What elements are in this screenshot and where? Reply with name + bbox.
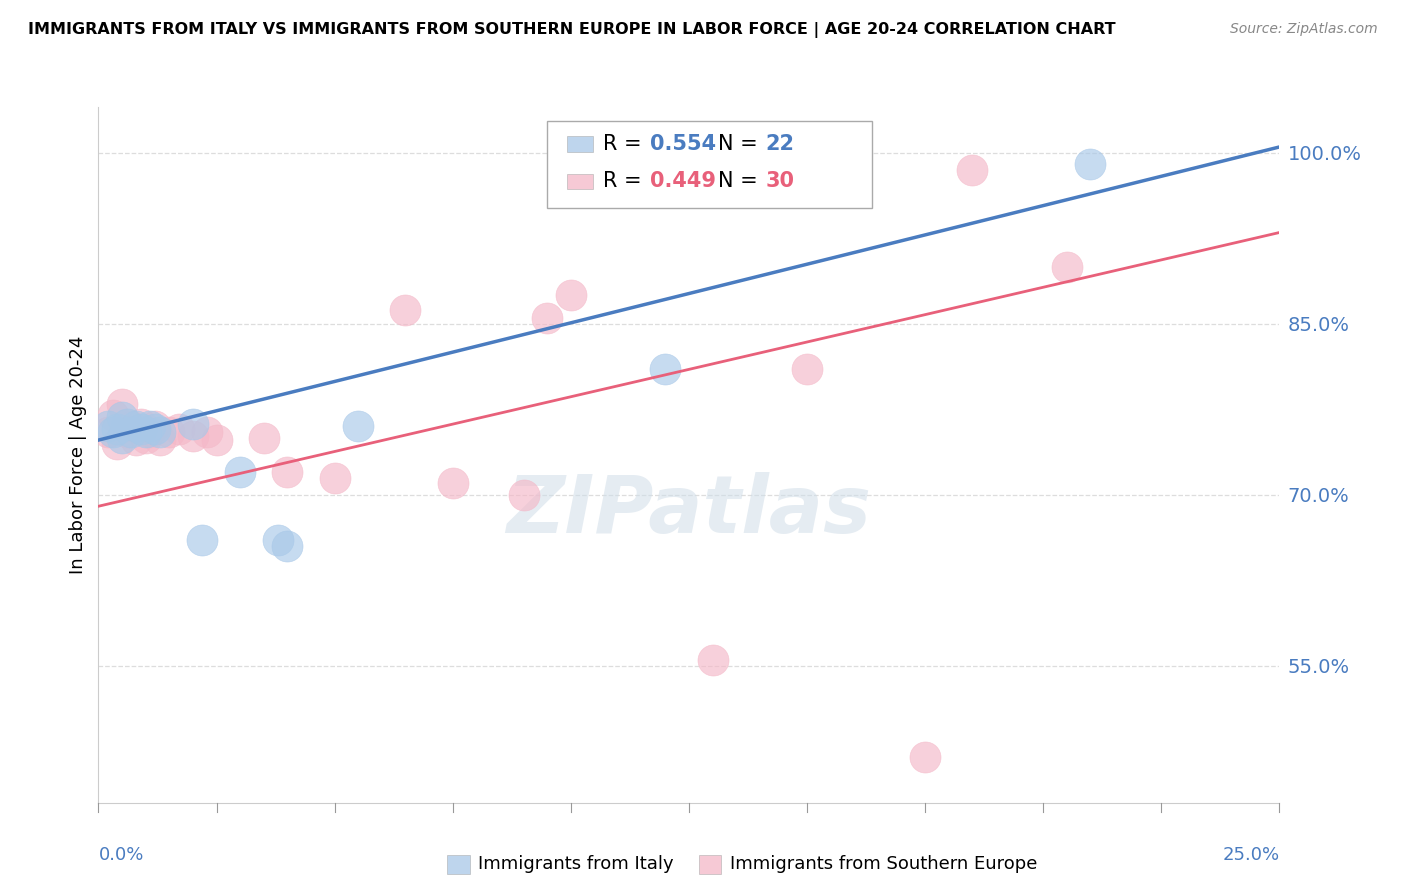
Point <box>111 410 134 425</box>
Point <box>105 436 128 450</box>
Point <box>347 419 370 434</box>
Point <box>129 417 152 431</box>
Point <box>191 533 214 548</box>
Point <box>149 433 172 447</box>
Bar <box>567 136 593 152</box>
Text: 30: 30 <box>766 171 794 192</box>
Text: 25.0%: 25.0% <box>1222 847 1279 864</box>
Point <box>195 425 218 439</box>
Point <box>121 425 143 439</box>
Point <box>796 362 818 376</box>
Text: ZIPatlas: ZIPatlas <box>506 472 872 549</box>
Point <box>844 162 866 177</box>
Point <box>97 425 120 439</box>
Point <box>560 288 582 302</box>
Point <box>143 422 166 436</box>
Point <box>135 425 157 439</box>
Point <box>129 422 152 436</box>
Point <box>125 419 148 434</box>
Text: Immigrants from Italy: Immigrants from Italy <box>478 855 673 873</box>
Point <box>167 422 190 436</box>
Point <box>205 433 228 447</box>
Point <box>536 311 558 326</box>
Point <box>115 417 138 431</box>
Point <box>229 465 252 479</box>
Text: 0.0%: 0.0% <box>98 847 143 864</box>
Point <box>276 465 298 479</box>
Point <box>181 428 204 442</box>
FancyBboxPatch shape <box>547 121 872 208</box>
Point <box>654 362 676 376</box>
Point <box>323 471 346 485</box>
Text: Immigrants from Southern Europe: Immigrants from Southern Europe <box>730 855 1038 873</box>
Point <box>111 431 134 445</box>
Text: 0.449: 0.449 <box>650 171 716 192</box>
Point <box>139 425 162 439</box>
Point <box>1056 260 1078 274</box>
Point <box>253 431 276 445</box>
Point <box>914 750 936 764</box>
Text: 0.554: 0.554 <box>650 134 716 154</box>
Point <box>157 425 180 439</box>
Text: R =: R = <box>603 171 648 192</box>
Point <box>105 422 128 436</box>
Point <box>181 417 204 431</box>
Point <box>267 533 290 548</box>
Text: 22: 22 <box>766 134 794 154</box>
Point <box>97 419 120 434</box>
Point <box>394 303 416 318</box>
Text: N =: N = <box>718 134 765 154</box>
Point <box>441 476 464 491</box>
Point <box>125 433 148 447</box>
Point <box>962 162 984 177</box>
Point <box>149 425 172 439</box>
Y-axis label: In Labor Force | Age 20-24: In Labor Force | Age 20-24 <box>69 335 87 574</box>
Point <box>111 396 134 410</box>
Point <box>143 419 166 434</box>
Text: N =: N = <box>718 171 765 192</box>
Bar <box>567 174 593 189</box>
Point <box>139 419 162 434</box>
Text: R =: R = <box>603 134 648 154</box>
Point <box>1080 157 1102 171</box>
Point <box>512 488 534 502</box>
Point <box>101 425 124 439</box>
Point <box>702 653 724 667</box>
Point <box>121 419 143 434</box>
Text: Source: ZipAtlas.com: Source: ZipAtlas.com <box>1230 22 1378 37</box>
Point <box>276 539 298 553</box>
Text: IMMIGRANTS FROM ITALY VS IMMIGRANTS FROM SOUTHERN EUROPE IN LABOR FORCE | AGE 20: IMMIGRANTS FROM ITALY VS IMMIGRANTS FROM… <box>28 22 1116 38</box>
Point <box>101 408 124 422</box>
Point <box>135 431 157 445</box>
Point <box>115 425 138 439</box>
